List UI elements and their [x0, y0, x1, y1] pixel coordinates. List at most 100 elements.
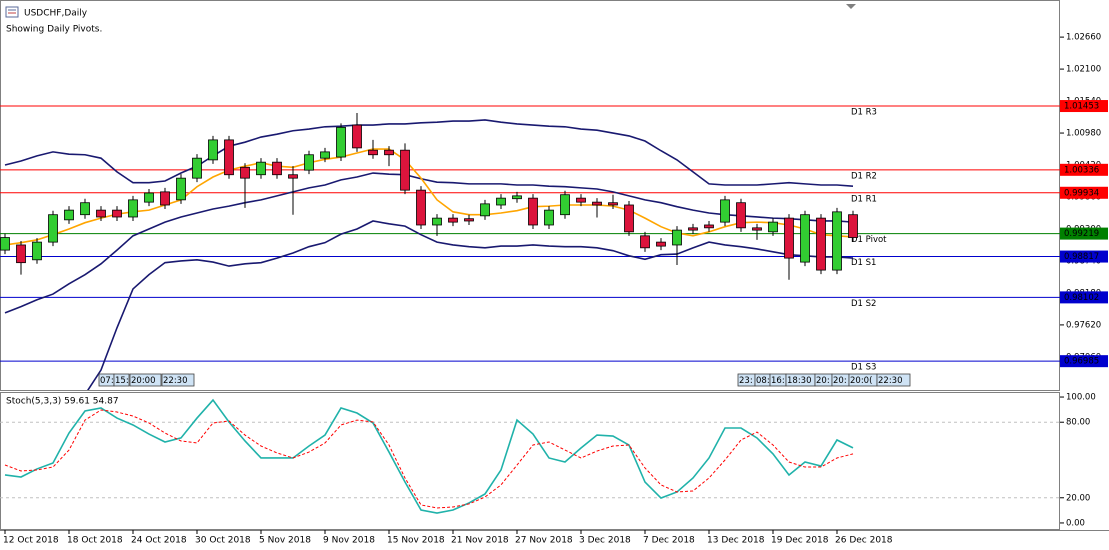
candle-body [32, 241, 42, 261]
indicator-line [4, 398, 854, 514]
price-panel-frame [0, 0, 1060, 391]
pivot-price-box [1060, 100, 1108, 113]
x-tick-label: 5 Nov 2018 [259, 536, 311, 546]
indicator-line [87, 220, 854, 390]
time-marker: 18:30 [787, 376, 812, 386]
candle-body [576, 197, 586, 203]
candle-body [112, 209, 122, 218]
candle-body [192, 157, 202, 179]
indicator-line [4, 172, 854, 314]
indicator-line [4, 409, 854, 509]
symbol-label: USDCHF,Daily [24, 9, 88, 19]
stoch-title: Stoch(5,3,3) 59.61 54.87 [6, 397, 119, 407]
y-tick-label: 80.00 [1066, 418, 1090, 428]
candle-body [560, 194, 570, 216]
candle-body [304, 154, 314, 171]
candle-body [720, 199, 730, 223]
candle-body [240, 166, 250, 179]
x-tick-label: 15 Nov 2018 [387, 536, 445, 546]
price-panel: D1 R3 D1 R2 D1 R1 D1 Pivot D1 S1 D1 S2 D1 S3 [0, 105, 1060, 390]
candle-body [496, 197, 506, 206]
candle-body [432, 217, 442, 226]
time-marker: 08: [756, 376, 770, 386]
pivot-label: D1 S3 [851, 363, 876, 373]
x-tick-label: 24 Oct 2018 [131, 536, 187, 546]
y-tick-label: 1.02660 [1066, 33, 1101, 43]
time-marker-box [129, 373, 162, 387]
pivot-label: D1 Pivot [851, 235, 887, 245]
candle-body [736, 202, 746, 229]
pivot-price-label: 0.98817 [1064, 252, 1099, 262]
candle-body [816, 217, 826, 271]
x-tick-label: 18 Oct 2018 [67, 536, 123, 546]
candle-body [512, 195, 522, 200]
candle-body [704, 224, 714, 229]
candle-body [272, 161, 282, 176]
candle-body [288, 174, 298, 179]
pivot-price-box [1060, 355, 1108, 368]
x-tick-label: 30 Oct 2018 [195, 536, 251, 546]
pivot-note: Showing Daily Pivots. [6, 25, 102, 35]
shift-marker[interactable] [846, 4, 856, 9]
pivot-price-label: 0.98102 [1064, 293, 1099, 303]
pivot-price-label: 0.99934 [1064, 188, 1099, 198]
time-marker-box [113, 373, 130, 387]
candle-body [640, 235, 650, 249]
x-tick-label: 13 Dec 2018 [707, 536, 765, 546]
y-tick-label: 20.00 [1066, 493, 1090, 503]
pivot-price-box [1060, 250, 1108, 263]
candle-body [144, 192, 154, 203]
candle-body [176, 177, 186, 201]
pivot-price-box [1060, 186, 1108, 199]
candle-body [160, 191, 170, 206]
candle-body [464, 218, 474, 222]
candle-body [544, 209, 554, 226]
candle-body [320, 151, 330, 159]
pivot-label: D1 S1 [851, 258, 876, 268]
x-tick-label: 19 Dec 2018 [771, 536, 829, 546]
candle-body [752, 227, 762, 231]
candle-body [592, 201, 602, 206]
pivot-label: D1 R1 [851, 194, 877, 204]
stoch-panel [0, 398, 1060, 514]
candle-body [688, 227, 698, 231]
x-tick-label: 27 Nov 2018 [515, 536, 573, 546]
time-marker-box [876, 373, 911, 387]
candle-body [64, 209, 74, 221]
y-tick-label: 0.97620 [1066, 320, 1101, 330]
pivot-price-box [1060, 291, 1108, 304]
x-tick-label: 3 Dec 2018 [579, 536, 631, 546]
candle-body [832, 211, 842, 271]
y-tick-label: 100.00 [1066, 393, 1096, 403]
candle-body [528, 197, 538, 226]
time-marker: 07: [100, 376, 114, 386]
x-tick-label: 21 Nov 2018 [451, 536, 509, 546]
stoch-panel-frame [0, 392, 1060, 530]
candle-body [672, 229, 682, 246]
symbol-icon [5, 6, 19, 18]
candle-body [48, 214, 58, 243]
time-marker: 20: [816, 376, 830, 386]
x-tick-label: 7 Dec 2018 [643, 536, 695, 546]
candle-body [336, 126, 346, 158]
candle-body [400, 149, 410, 191]
time-marker: 20:0( [850, 376, 872, 386]
y-tick-label: 1.00980 [1066, 129, 1101, 139]
y-tick-label: 0.00 [1066, 518, 1085, 528]
time-marker: 22:30 [878, 376, 903, 386]
candle-body [0, 237, 10, 251]
candle-body [96, 209, 106, 218]
candle-body [384, 149, 394, 156]
x-tick-label: 9 Nov 2018 [323, 536, 375, 546]
pivot-price-label: 1.01453 [1064, 102, 1099, 112]
pivot-label: D1 S2 [851, 299, 876, 309]
candle-body [256, 161, 266, 176]
indicator-line [4, 119, 854, 187]
time-marker: 15: [115, 376, 129, 386]
indicator-line [4, 148, 854, 246]
time-marker: 20:00 [131, 376, 156, 386]
overlay-layer: 1.026601.021001.015401.009801.004200.998… [3, 33, 1108, 546]
y-tick-label: 1.02100 [1066, 65, 1101, 75]
candle-body [128, 199, 138, 218]
